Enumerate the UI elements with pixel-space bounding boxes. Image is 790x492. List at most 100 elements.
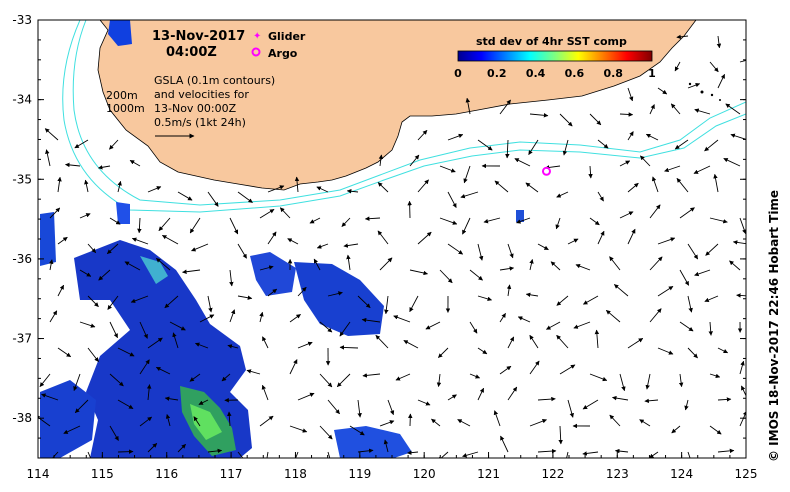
velocity-arrow [346,254,351,271]
title-time: 04:00Z [166,45,217,60]
velocity-arrow [417,130,428,141]
velocity-arrow [694,108,711,115]
velocity-arrow [383,439,389,453]
velocity-arrow [319,321,333,333]
velocity-arrow [748,180,761,192]
colorbar-tick-label: 0.6 [565,67,585,80]
velocity-arrow [378,154,384,167]
legend: ✦ Glider Argo [251,30,306,60]
contour-1000m [62,20,746,213]
velocity-arrow [327,291,343,297]
x-tick-label: 114 [27,467,50,481]
velocity-arrow [246,369,261,375]
velocity-arrow [556,295,569,306]
velocity-arrow [339,321,351,337]
velocity-arrow [262,336,269,349]
y-tick-label: -36 [12,252,32,266]
y-tick-label: -34 [12,93,32,107]
velocity-arrow [259,311,264,323]
velocity-arrow [227,344,239,349]
velocity-arrow [279,207,291,219]
velocity-arrow [266,451,269,458]
velocity-arrow [106,243,119,255]
velocity-arrow [147,186,162,193]
velocity-arrow [297,341,313,349]
velocity-arrow [469,269,483,281]
velocity-arrow [431,418,441,427]
velocity-arrow [207,191,219,207]
velocity-arrow [651,176,659,193]
velocity-arrow [627,228,636,245]
velocity-arrow [644,398,659,404]
velocity-arrow [709,373,721,379]
velocity-arrow [289,359,298,375]
velocity-arrow [687,451,691,458]
velocity-arrow [588,165,593,179]
x-tick-label: 125 [735,467,758,481]
x-tick-label: 118 [284,467,307,481]
colorbar-title: std dev of 4hr SST comp [476,35,627,48]
island [719,99,721,101]
x-tick-label: 122 [541,467,564,481]
velocity-arrow [379,420,395,427]
velocity-arrow [289,314,301,323]
velocity-arrow [477,295,493,302]
velocity-arrow [139,321,148,339]
velocity-arrow [649,308,662,323]
velocity-arrow [425,321,441,330]
velocity-arrow [649,104,655,115]
y-axis: -33 -34 -35 -36 -37 -38 [12,13,746,459]
velocity-arrow [559,364,576,375]
y-tick-label: -33 [12,13,32,27]
velocity-arrow [87,451,92,458]
velocity-arrow [79,321,96,328]
island [700,90,704,94]
velocity-arrow [556,191,569,198]
velocity-arrow [717,397,732,402]
velocity-arrow [739,217,746,235]
velocity-arrow [117,347,135,357]
velocity-arrow [500,435,509,453]
velocity-arrow [597,191,604,202]
velocity-arrow [109,321,118,339]
velocity-arrow [499,313,506,323]
velocity-arrow [229,309,236,323]
velocity-arrow [499,99,511,115]
velocity-arrow [316,186,329,193]
velocity-arrow [357,295,371,308]
x-tick-label: 120 [413,467,436,481]
velocity-arrow [336,373,351,388]
velocity-arrow [165,414,171,427]
velocity-arrow [645,133,659,141]
velocity-arrow [529,258,534,271]
velocity-arrow [649,204,661,219]
velocity-arrow [594,329,600,349]
velocity-arrow [73,373,81,392]
contour-200m [72,20,746,206]
velocity-arrow [687,295,693,313]
velocity-arrow [729,260,741,271]
velocity-arrow [462,217,471,235]
velocity-arrow [45,149,51,167]
velocity-arrow [57,176,62,193]
velocity-arrow [597,139,609,149]
velocity-arrow [409,295,419,313]
velocity-arrow [177,191,193,201]
velocity-arrow [229,269,234,287]
velocity-arrow [537,448,557,454]
velocity-arrow [605,309,621,323]
velocity-arrow [437,451,449,458]
velocity-arrow [294,176,300,193]
velocity-arrow [676,177,689,193]
velocity-arrow [79,269,92,277]
velocity-arrow [567,399,574,418]
velocity-arrow [645,373,651,390]
velocity-arrow [182,269,201,274]
velocity-arrow [573,321,591,329]
velocity-arrow [457,419,471,427]
velocity-arrow [537,243,549,251]
velocity-arrow [709,217,728,224]
velocity-arrow [316,243,329,249]
velocity-arrow [657,87,668,95]
velocity-arrow [84,179,89,193]
